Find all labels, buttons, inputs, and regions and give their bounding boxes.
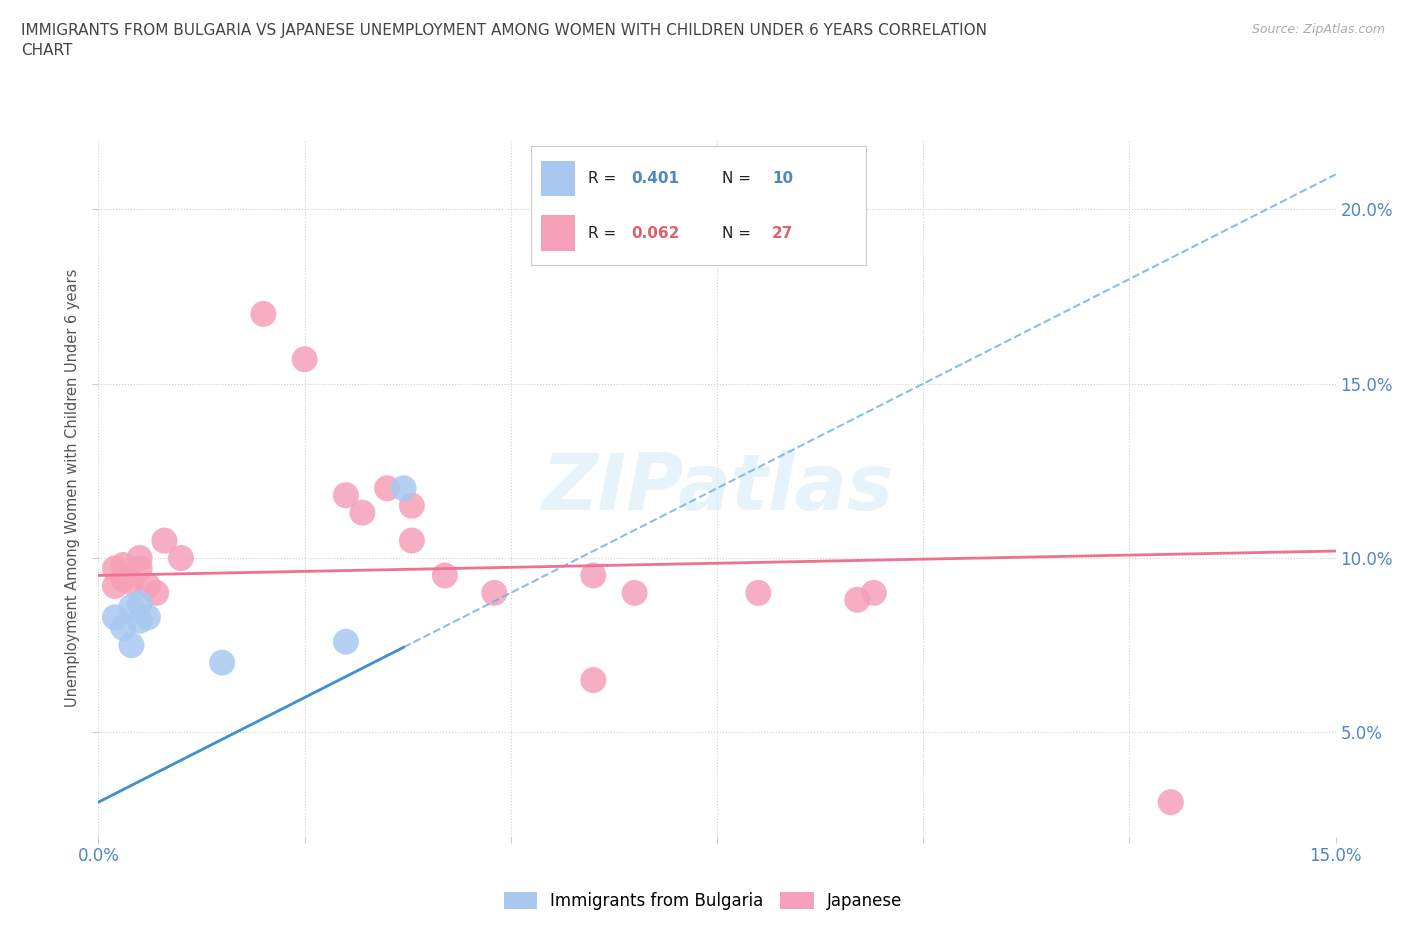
Point: [846, 592, 869, 607]
Point: [112, 571, 135, 587]
Point: [128, 614, 150, 629]
Point: [145, 586, 167, 601]
Point: [120, 575, 142, 590]
Legend: Immigrants from Bulgaria, Japanese: Immigrants from Bulgaria, Japanese: [496, 885, 910, 917]
Point: [862, 586, 884, 601]
Point: [335, 634, 357, 649]
Point: [335, 488, 357, 503]
Point: [120, 600, 142, 615]
Text: ZIPatlas: ZIPatlas: [541, 450, 893, 526]
Point: [128, 561, 150, 576]
Point: [1160, 794, 1182, 809]
Point: [582, 672, 605, 687]
Point: [252, 307, 274, 322]
Point: [104, 578, 127, 593]
Point: [294, 352, 316, 366]
Point: [484, 586, 506, 601]
Point: [401, 498, 423, 513]
Point: [120, 638, 142, 653]
Text: IMMIGRANTS FROM BULGARIA VS JAPANESE UNEMPLOYMENT AMONG WOMEN WITH CHILDREN UNDE: IMMIGRANTS FROM BULGARIA VS JAPANESE UNE…: [21, 23, 987, 58]
Point: [352, 505, 374, 520]
Point: [623, 586, 645, 601]
Point: [112, 558, 135, 573]
Point: [128, 596, 150, 611]
Point: [392, 481, 415, 496]
Point: [112, 620, 135, 635]
Point: [104, 610, 127, 625]
Point: [153, 533, 176, 548]
Point: [128, 551, 150, 565]
Point: [104, 561, 127, 576]
Point: [582, 568, 605, 583]
Point: [433, 568, 456, 583]
Text: Source: ZipAtlas.com: Source: ZipAtlas.com: [1251, 23, 1385, 36]
Y-axis label: Unemployment Among Women with Children Under 6 years: Unemployment Among Women with Children U…: [65, 269, 80, 708]
Point: [401, 533, 423, 548]
Point: [136, 578, 159, 593]
Point: [211, 655, 233, 670]
Point: [747, 586, 769, 601]
Point: [136, 610, 159, 625]
Point: [375, 481, 398, 496]
Point: [170, 551, 193, 565]
